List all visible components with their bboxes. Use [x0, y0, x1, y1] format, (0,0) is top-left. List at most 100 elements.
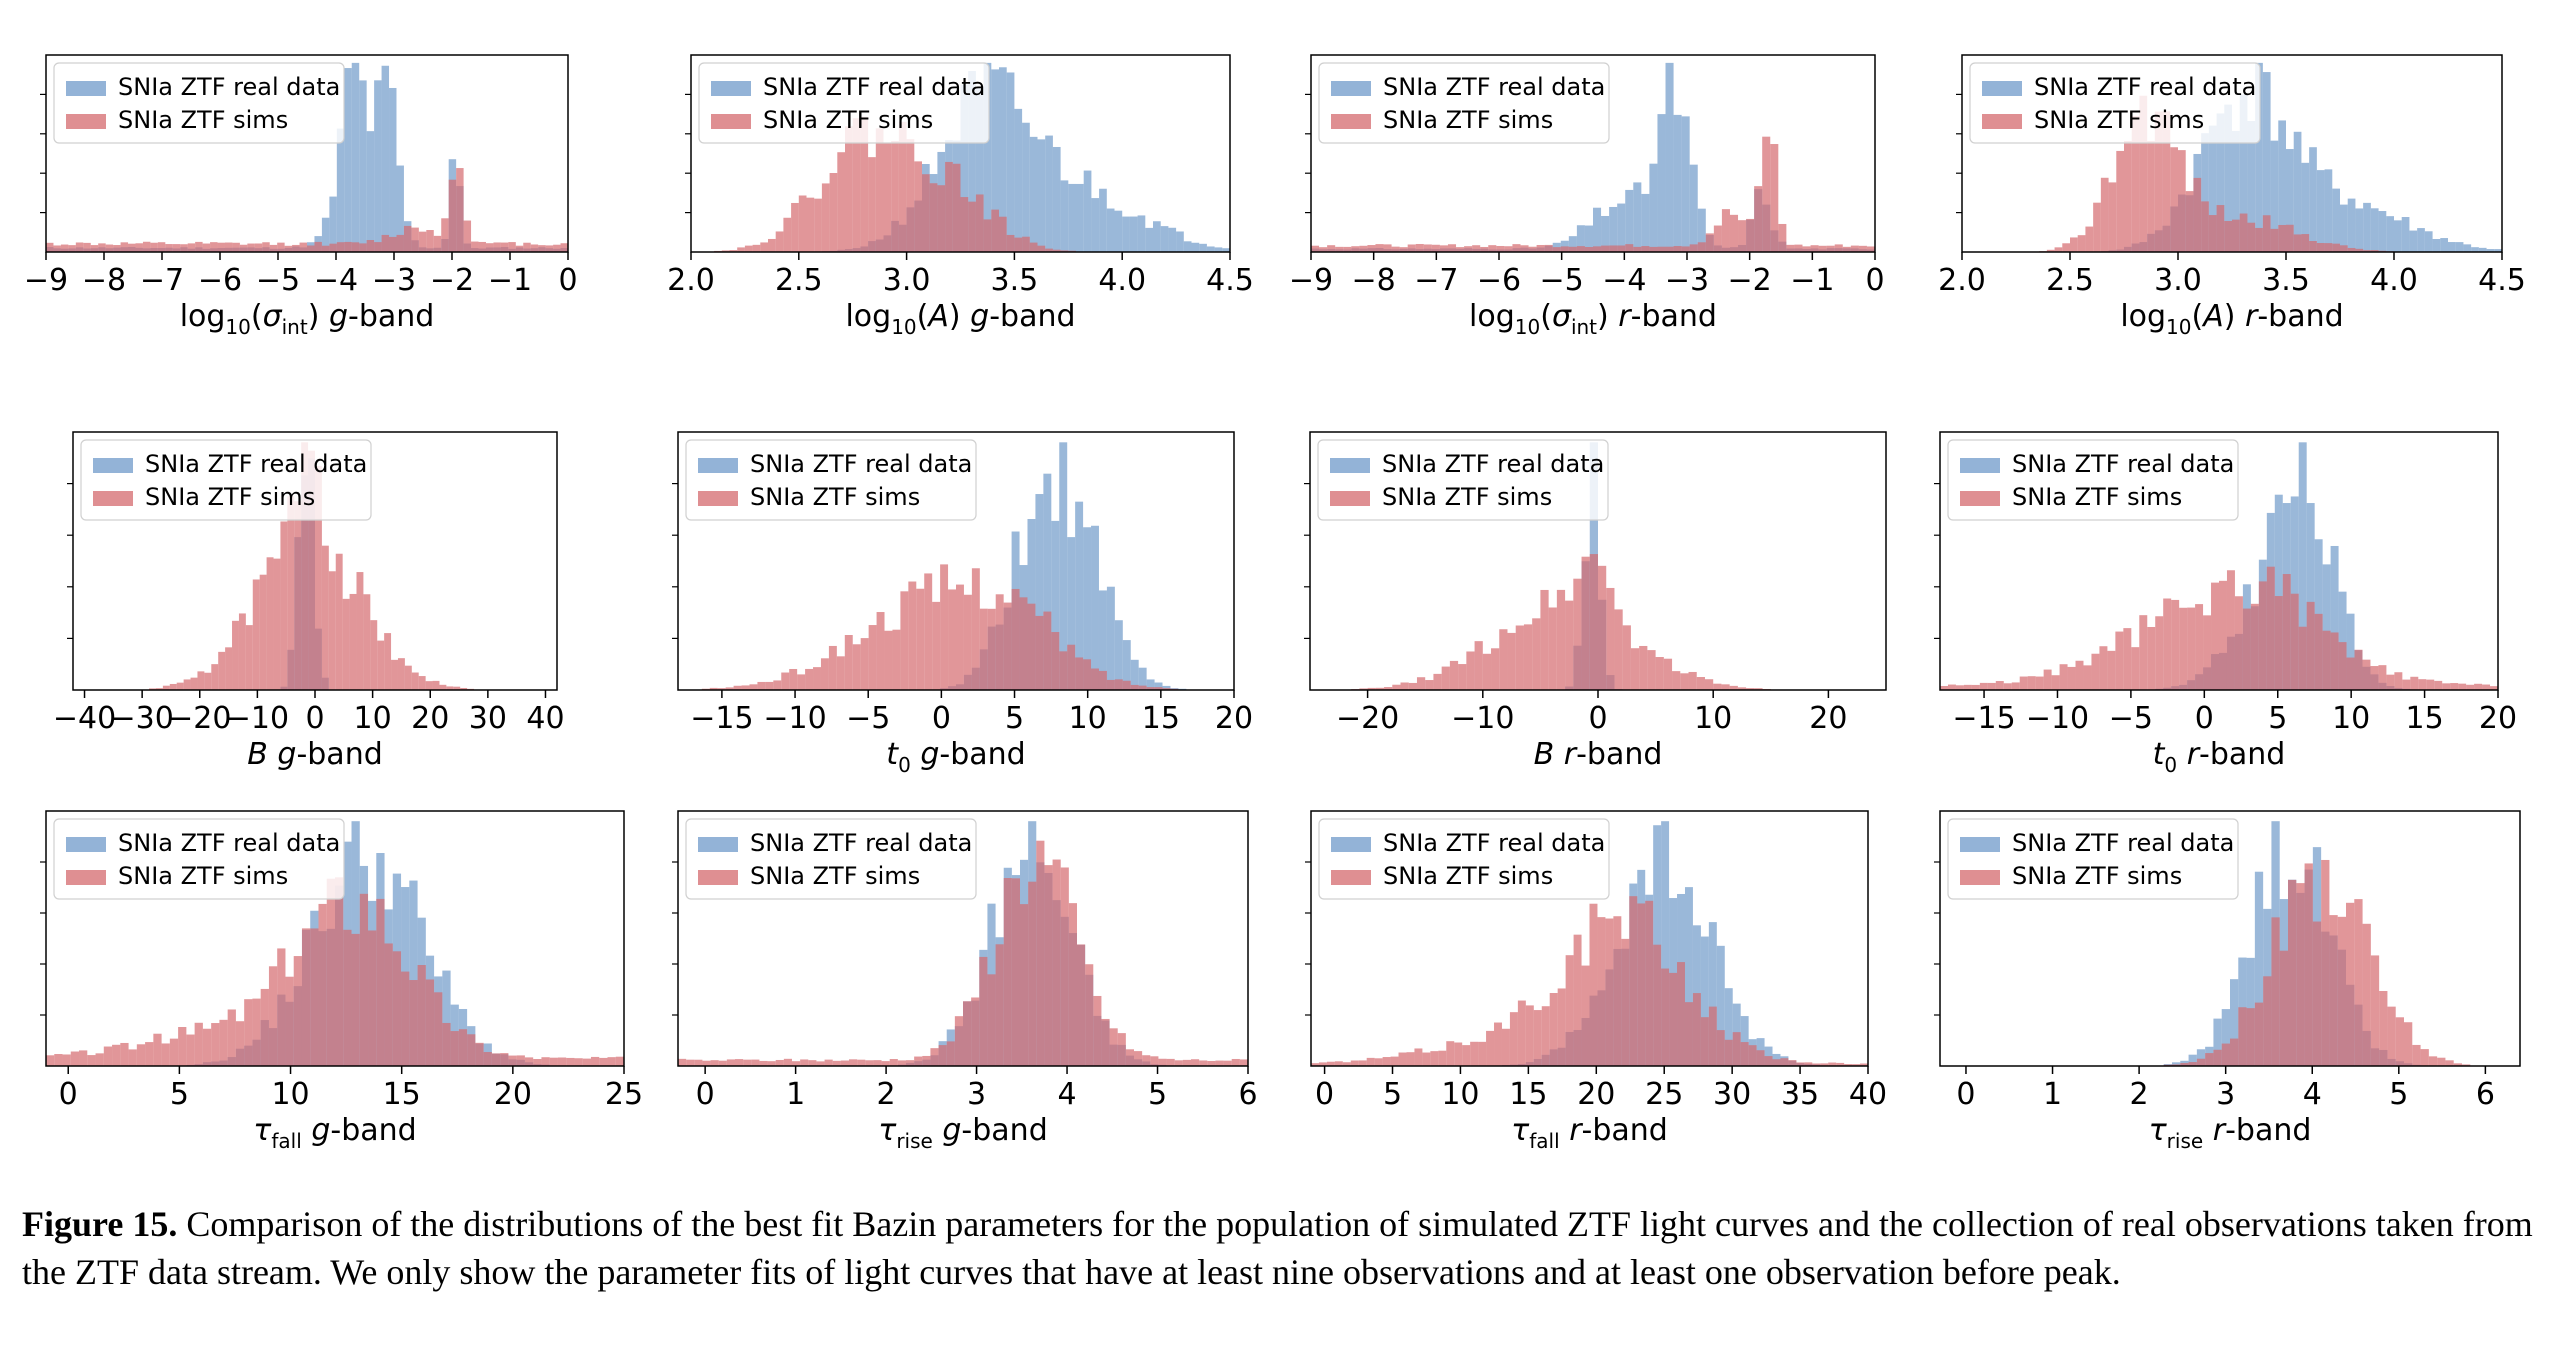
sims-bar — [1425, 680, 1434, 690]
sims-bar — [1700, 1017, 1709, 1066]
x-tick-label: 0 — [932, 701, 951, 736]
legend-label: SNIa ZTF real data — [750, 829, 972, 857]
x-tick-label: 10 — [354, 701, 392, 736]
x-tick-label: 4 — [2303, 1077, 2322, 1112]
sims-bar — [1449, 660, 1459, 690]
x-tick-label: 5 — [1148, 1077, 1167, 1112]
real-bar — [999, 67, 1007, 252]
sims-bar — [2379, 991, 2388, 1066]
sims-bar — [2147, 626, 2156, 690]
sims-bar — [1673, 246, 1682, 252]
sims-bar — [315, 465, 322, 690]
sims-bar — [900, 591, 909, 690]
sims-bar — [202, 243, 211, 252]
sims-bar — [549, 1057, 558, 1066]
sims-bar — [829, 173, 838, 252]
x-tick-label: 15 — [1509, 1077, 1547, 1112]
x-tick-label: 0 — [1588, 701, 1607, 736]
real-bar — [396, 165, 404, 252]
legend-swatch — [1330, 458, 1370, 473]
real-bar — [1022, 122, 1030, 252]
axis-label-9: τfall g-band — [253, 1113, 416, 1153]
sims-bar — [1011, 878, 1020, 1066]
sims-bar — [2258, 581, 2267, 690]
sims-bar — [733, 685, 742, 690]
sims-bar — [914, 161, 922, 252]
sims-bar — [710, 1060, 719, 1066]
sims-bar — [1721, 209, 1730, 252]
sims-bar — [924, 573, 933, 690]
real-bar — [1029, 136, 1038, 252]
legend-swatch — [66, 114, 106, 129]
sims-bar — [1512, 244, 1521, 252]
x-tick-label: 6 — [1238, 1077, 1257, 1112]
sims-bar — [1504, 246, 1513, 252]
x-tick-label: 3.5 — [2262, 263, 2310, 298]
x-tick-label: −2 — [1728, 263, 1772, 298]
sims-bar — [1665, 246, 1674, 252]
legend-swatch — [698, 837, 738, 852]
sims-bar — [2354, 649, 2363, 690]
x-tick-label: 0 — [305, 701, 324, 736]
x-tick-label: 3 — [2216, 1077, 2235, 1112]
sims-bar — [889, 1059, 898, 1066]
legend-swatch — [711, 114, 751, 129]
x-tick-label: 6 — [2476, 1077, 2495, 1112]
sims-bar — [1464, 246, 1473, 252]
sims-bar — [1617, 245, 1626, 252]
sims-bar — [425, 681, 433, 690]
sims-bar — [1496, 245, 1505, 252]
sims-bar — [979, 608, 988, 690]
real-bar — [1168, 227, 1177, 252]
sims-bar — [590, 1056, 600, 1066]
real-bar — [1191, 242, 1200, 252]
real-bar — [336, 128, 345, 252]
sims-bar — [1804, 1062, 1813, 1066]
sims-bar — [1020, 904, 1029, 1066]
axes-frame — [1939, 431, 2499, 691]
sims-bar — [1416, 677, 1426, 690]
x-tick-label: 0 — [59, 1077, 78, 1112]
sims-bar — [2412, 1044, 2421, 1066]
sims-bar — [1704, 679, 1714, 690]
sims-bar — [391, 659, 398, 690]
real-bar — [1560, 240, 1569, 252]
real-bar — [960, 84, 969, 252]
sims-bar — [2019, 676, 2028, 690]
legend-label: SNIa ZTF real data — [1382, 450, 1604, 478]
sims-bar — [1454, 1042, 1463, 1066]
sims-bar — [2067, 666, 2076, 690]
sims-bar — [155, 688, 163, 690]
legend-swatch — [1960, 458, 2000, 473]
sims-bar — [103, 1046, 113, 1066]
sims-bar — [845, 126, 853, 252]
sims-bar — [914, 1056, 923, 1066]
x-tick-label: −5 — [1540, 263, 1584, 298]
sims-bar — [150, 242, 158, 252]
sims-bar — [448, 179, 457, 252]
x-tick-label: −15 — [1952, 701, 2015, 736]
sims-bar — [952, 163, 961, 252]
sims-bar — [269, 244, 278, 252]
legend-3: SNIa ZTF real data SNIa ZTF sims — [1318, 62, 1610, 144]
sims-bar — [2346, 657, 2355, 690]
sims-bar — [599, 1057, 608, 1066]
real-bar — [2208, 125, 2217, 252]
legend-swatch — [1331, 81, 1371, 96]
sims-bars-3 — [1311, 136, 1875, 252]
sims-bars-1 — [46, 168, 568, 252]
sims-bar — [471, 241, 479, 252]
legend-swatch — [1960, 837, 2000, 852]
axis-label-6: t0 g-band — [886, 737, 1025, 777]
sims-bar — [401, 971, 410, 1066]
sims-bar — [475, 1042, 484, 1066]
caption-text: Comparison of the distributions of the b… — [22, 1204, 2533, 1292]
sims-bar — [1068, 903, 1077, 1066]
sims-bars-11 — [1311, 896, 1868, 1066]
sims-bar — [1987, 682, 1996, 690]
sims-bars-10 — [678, 840, 1248, 1066]
sims-bar — [2147, 140, 2155, 252]
real-bar — [389, 87, 397, 252]
x-tick-label: 40 — [1849, 1077, 1887, 1112]
legend-9: SNIa ZTF real data SNIa ZTF sims — [53, 818, 345, 900]
